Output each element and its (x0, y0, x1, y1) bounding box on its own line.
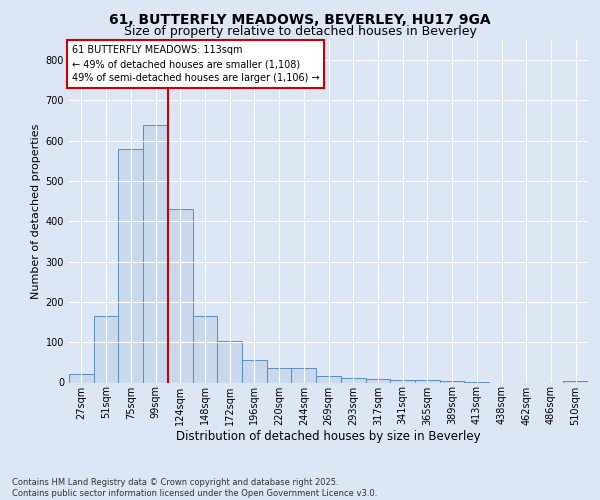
Bar (267, 368, 292, 382)
Bar (415, 380, 440, 382)
Bar (69, 374, 94, 382)
Bar (118, 149, 143, 382)
Bar (292, 368, 316, 382)
Bar (440, 381, 464, 382)
Bar (193, 316, 217, 382)
Bar (242, 360, 267, 382)
Y-axis label: Number of detached properties: Number of detached properties (31, 124, 41, 299)
Bar (217, 341, 242, 382)
Bar (316, 376, 341, 382)
Bar (341, 378, 365, 382)
Text: Contains HM Land Registry data © Crown copyright and database right 2025.
Contai: Contains HM Land Registry data © Crown c… (12, 478, 377, 498)
Text: 61, BUTTERFLY MEADOWS, BEVERLEY, HU17 9GA: 61, BUTTERFLY MEADOWS, BEVERLEY, HU17 9G… (109, 12, 491, 26)
X-axis label: Distribution of detached houses by size in Beverley: Distribution of detached houses by size … (176, 430, 481, 443)
Text: 61 BUTTERFLY MEADOWS: 113sqm
← 49% of detached houses are smaller (1,108)
49% of: 61 BUTTERFLY MEADOWS: 113sqm ← 49% of de… (71, 45, 319, 83)
Text: Size of property relative to detached houses in Beverley: Size of property relative to detached ho… (124, 25, 476, 38)
Bar (94, 316, 118, 382)
Bar (365, 380, 390, 382)
Bar (390, 380, 415, 382)
Bar (168, 209, 193, 382)
Bar (143, 124, 168, 382)
